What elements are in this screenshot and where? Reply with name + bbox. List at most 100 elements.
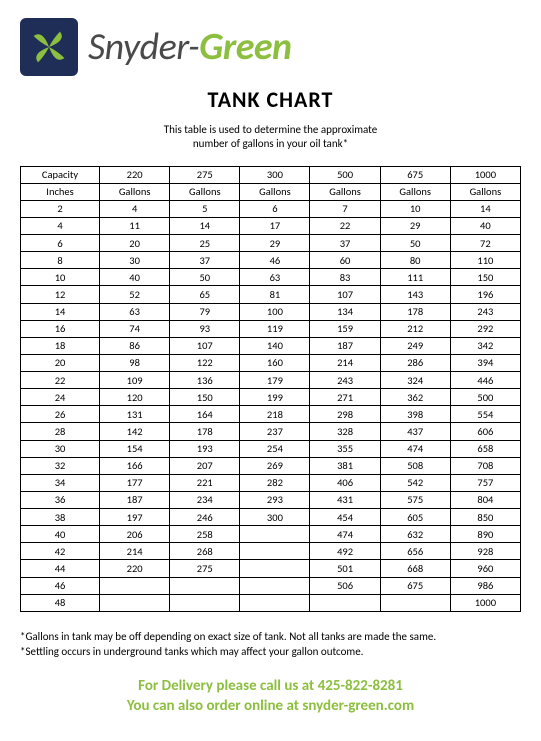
footnote-2: *Settling occurs in underground tanks wh…: [20, 645, 521, 660]
call-to-action: For Delivery please call us at 425-822-8…: [20, 676, 521, 717]
table-cell: 7: [310, 200, 380, 217]
table-header-cell: Inches: [21, 183, 100, 200]
table-cell: 34: [21, 474, 100, 491]
table-cell: 143: [380, 286, 450, 303]
table-cell: 2: [21, 200, 100, 217]
cta-line2: You can also order online at snyder-gree…: [20, 696, 521, 716]
table-cell: 757: [450, 474, 520, 491]
table-cell: 381: [310, 457, 380, 474]
table-head: Capacity2202753005006751000 InchesGallon…: [21, 166, 521, 200]
page: Snyder-Green TANK CHART This table is us…: [0, 0, 541, 741]
table-cell: 212: [380, 320, 450, 337]
logo-box: [20, 18, 78, 76]
table-cell: 197: [100, 509, 170, 526]
table-cell: 11: [100, 217, 170, 234]
footnote-1: *Gallons in tank may be off depending on…: [20, 630, 521, 645]
table-row: 42214268492656928: [21, 543, 521, 560]
table-cell: 38: [21, 509, 100, 526]
table-cell: [380, 594, 450, 611]
table-row: 36187234293431575804: [21, 491, 521, 508]
table-cell: 275: [170, 560, 240, 577]
table-row: 30154193254355474658: [21, 440, 521, 457]
table-cell: 46: [21, 577, 100, 594]
table-header-cell: 500: [310, 166, 380, 183]
table-cell: 177: [100, 474, 170, 491]
table-cell: 37: [310, 235, 380, 252]
table-cell: 20: [100, 235, 170, 252]
table-row: 167493119159212292: [21, 320, 521, 337]
table-cell: 12: [21, 286, 100, 303]
brand-part1: Snyder: [88, 24, 188, 70]
table-cell: 40: [450, 217, 520, 234]
table-cell: 179: [240, 372, 310, 389]
table-cell: 986: [450, 577, 520, 594]
table-cell: 4: [21, 217, 100, 234]
table-header-cell: 220: [100, 166, 170, 183]
subtitle: This table is used to determine the appr…: [20, 123, 521, 152]
table-cell: 575: [380, 491, 450, 508]
table-cell: 300: [240, 509, 310, 526]
subtitle-line1: This table is used to determine the appr…: [164, 123, 377, 136]
table-cell: [100, 577, 170, 594]
table-row: 146379100134178243: [21, 303, 521, 320]
table-row: 32166207269381508708: [21, 457, 521, 474]
table-cell: 554: [450, 406, 520, 423]
table-row: 481000: [21, 594, 521, 611]
table-cell: 362: [380, 389, 450, 406]
brand-text: Snyder-Green: [88, 24, 292, 70]
table-cell: 237: [240, 423, 310, 440]
table-cell: 109: [100, 372, 170, 389]
table-row: 28142178237328437606: [21, 423, 521, 440]
table-cell: 14: [170, 217, 240, 234]
table-cell: 187: [310, 337, 380, 354]
table-header-cell: Gallons: [100, 183, 170, 200]
table-cell: 246: [170, 509, 240, 526]
table-header-cell: 1000: [450, 166, 520, 183]
table-cell: [170, 594, 240, 611]
table-cell: 492: [310, 543, 380, 560]
table-cell: [170, 577, 240, 594]
table-cell: 131: [100, 406, 170, 423]
table-row: 26131164218298398554: [21, 406, 521, 423]
table-cell: 178: [380, 303, 450, 320]
table-header-cell: Gallons: [240, 183, 310, 200]
table-cell: 164: [170, 406, 240, 423]
fan-icon: [27, 25, 71, 69]
table-cell: 46: [240, 252, 310, 269]
table-cell: 328: [310, 423, 380, 440]
table-cell: 606: [450, 423, 520, 440]
table-header-cell: Gallons: [310, 183, 380, 200]
table-cell: 675: [380, 577, 450, 594]
table-cell: 431: [310, 491, 380, 508]
table-cell: 187: [100, 491, 170, 508]
table-cell: 142: [100, 423, 170, 440]
table-cell: 100: [240, 303, 310, 320]
table-row: 83037466080110: [21, 252, 521, 269]
table-cell: 159: [310, 320, 380, 337]
table-cell: 850: [450, 509, 520, 526]
table-cell: 120: [100, 389, 170, 406]
table-cell: 928: [450, 543, 520, 560]
table-cell: [240, 526, 310, 543]
table-cell: 398: [380, 406, 450, 423]
table-cell: [240, 594, 310, 611]
table-cell: 207: [170, 457, 240, 474]
table-cell: 166: [100, 457, 170, 474]
table-cell: 50: [380, 235, 450, 252]
table-cell: 501: [310, 560, 380, 577]
table-cell: [100, 594, 170, 611]
table-cell: 40: [21, 526, 100, 543]
table-cell: 196: [450, 286, 520, 303]
table-cell: 134: [310, 303, 380, 320]
table-cell: 119: [240, 320, 310, 337]
table-cell: 107: [170, 337, 240, 354]
table-row: 40206258474632890: [21, 526, 521, 543]
table-row: 22109136179243324446: [21, 372, 521, 389]
table-cell: 342: [450, 337, 520, 354]
table-cell: 60: [310, 252, 380, 269]
brand-dash: -: [188, 24, 199, 70]
table-cell: 298: [310, 406, 380, 423]
table-cell: 293: [240, 491, 310, 508]
table-cell: 268: [170, 543, 240, 560]
table-cell: 8: [21, 252, 100, 269]
